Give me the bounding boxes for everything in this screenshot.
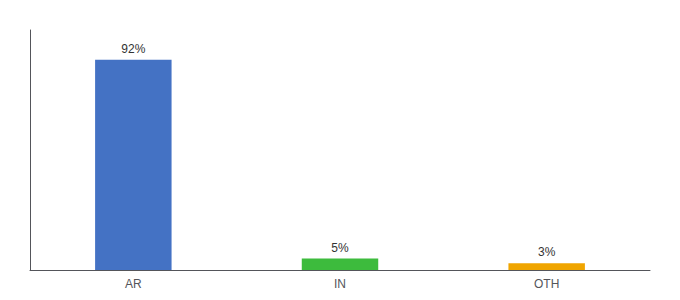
svg-text:AR: AR xyxy=(125,277,142,291)
svg-text:OTH: OTH xyxy=(534,277,559,291)
svg-text:5%: 5% xyxy=(331,241,349,255)
svg-text:92%: 92% xyxy=(121,42,145,56)
svg-text:3%: 3% xyxy=(538,245,556,259)
svg-text:IN: IN xyxy=(334,277,346,291)
